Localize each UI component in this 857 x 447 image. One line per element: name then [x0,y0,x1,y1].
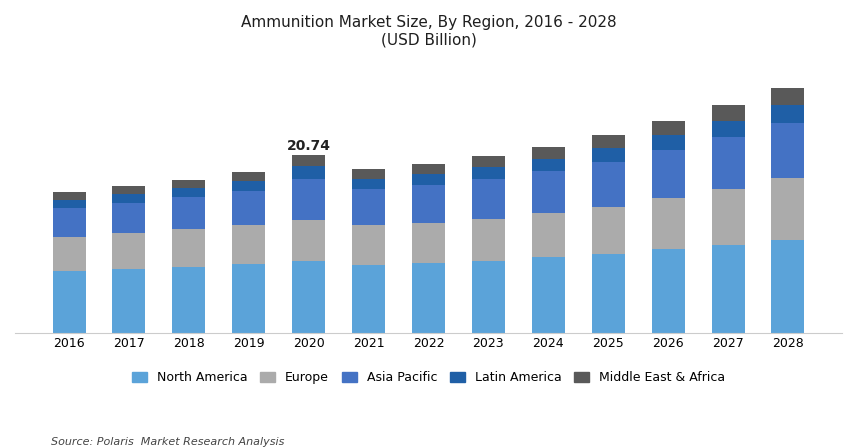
Bar [52,192,86,200]
Bar [112,233,146,269]
Bar [651,121,685,135]
Bar [651,249,685,333]
Text: Source: Polaris  Market Research Analysis: Source: Polaris Market Research Analysis [51,437,285,447]
Bar [711,245,745,333]
Bar [112,194,146,203]
Bar [412,174,445,185]
Bar [711,105,745,121]
Bar [771,88,805,105]
Bar [472,219,505,261]
Bar [292,179,325,220]
Bar [292,166,325,179]
Bar [711,121,745,137]
Bar [412,223,445,263]
Bar [112,186,146,194]
Bar [412,263,445,333]
Bar [112,203,146,233]
Bar [292,220,325,261]
Bar [591,162,625,207]
Bar [112,269,146,333]
Bar [52,200,86,208]
Bar [532,213,565,257]
Bar [352,179,385,190]
Bar [532,159,565,172]
Bar [591,135,625,148]
Bar [771,240,805,333]
Bar [52,271,86,333]
Title: Ammunition Market Size, By Region, 2016 - 2028
(USD Billion): Ammunition Market Size, By Region, 2016 … [241,15,616,47]
Bar [172,197,206,229]
Bar [472,167,505,179]
Bar [472,156,505,167]
Bar [651,135,685,150]
Bar [232,264,266,333]
Bar [472,179,505,219]
Bar [532,147,565,159]
Bar [591,148,625,162]
Bar [532,257,565,333]
Bar [412,185,445,223]
Bar [172,229,206,266]
Bar [591,254,625,333]
Bar [352,225,385,265]
Bar [532,172,565,213]
Bar [292,261,325,333]
Bar [232,191,266,224]
Bar [771,178,805,240]
Bar [292,155,325,166]
Bar [591,207,625,254]
Bar [232,224,266,264]
Bar [172,188,206,197]
Bar [52,236,86,271]
Bar [232,181,266,191]
Bar [412,164,445,174]
Legend: North America, Europe, Asia Pacific, Latin America, Middle East & Africa: North America, Europe, Asia Pacific, Lat… [127,366,730,389]
Bar [771,122,805,178]
Text: 20.74: 20.74 [287,139,331,153]
Bar [352,265,385,333]
Bar [651,150,685,198]
Bar [232,172,266,181]
Bar [651,198,685,249]
Bar [352,169,385,179]
Bar [771,105,805,122]
Bar [172,180,206,188]
Bar [52,208,86,236]
Bar [711,189,745,245]
Bar [711,137,745,189]
Bar [472,261,505,333]
Bar [172,266,206,333]
Bar [352,190,385,225]
